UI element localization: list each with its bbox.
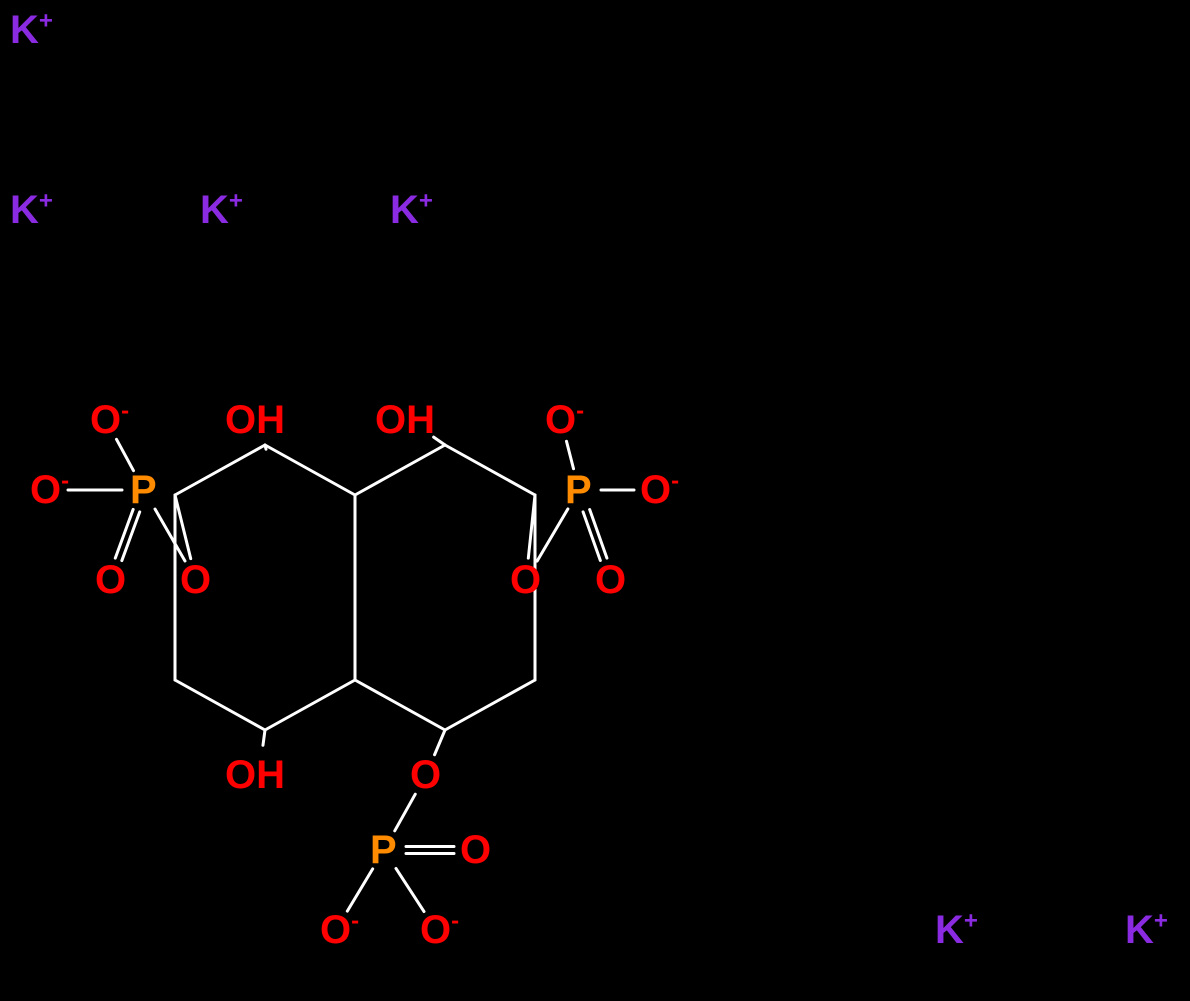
bond-line bbox=[263, 730, 265, 745]
bond-line bbox=[445, 680, 535, 730]
atom-p: P bbox=[565, 470, 592, 510]
atom-o: O bbox=[595, 560, 626, 600]
bond-line bbox=[396, 868, 424, 911]
atom-o: O bbox=[510, 560, 541, 600]
atom-o: O bbox=[460, 830, 491, 870]
atom-p: P bbox=[130, 470, 157, 510]
atom-o-charged: O- bbox=[545, 400, 584, 440]
atom-o-charged: O- bbox=[320, 910, 359, 950]
atom-oh: OH bbox=[225, 755, 285, 795]
atom-oh: OH bbox=[375, 400, 435, 440]
bond-line bbox=[355, 680, 445, 730]
bond-layer bbox=[0, 0, 1190, 1001]
bond-line bbox=[116, 439, 133, 470]
atom-o: O bbox=[410, 755, 441, 795]
cation-k: K+ bbox=[200, 190, 243, 230]
bond-line bbox=[355, 445, 445, 495]
bond-line bbox=[537, 509, 568, 561]
bond-line bbox=[347, 869, 372, 911]
bond-line bbox=[435, 730, 445, 755]
cation-k: K+ bbox=[390, 190, 433, 230]
atom-o-charged: O- bbox=[90, 400, 129, 440]
bond-line bbox=[175, 445, 265, 495]
bond-line bbox=[265, 445, 355, 495]
atom-o: O bbox=[95, 560, 126, 600]
atom-p: P bbox=[370, 830, 397, 870]
chemical-structure-canvas: O-O-POOOHOHO-PO-OOOHOPOO-O-K+K+K+K+K+K+ bbox=[0, 0, 1190, 1001]
bond-line bbox=[175, 680, 265, 730]
bond-line bbox=[566, 441, 573, 468]
bond-line bbox=[265, 680, 355, 730]
atom-o-charged: O- bbox=[640, 470, 679, 510]
cation-k: K+ bbox=[10, 190, 53, 230]
atom-o: O bbox=[180, 560, 211, 600]
atom-o-charged: O- bbox=[30, 470, 69, 510]
atom-oh: OH bbox=[225, 400, 285, 440]
bond-line bbox=[445, 445, 535, 495]
bond-line bbox=[434, 437, 445, 445]
cation-k: K+ bbox=[10, 10, 53, 50]
bond-line bbox=[395, 794, 416, 831]
cation-k: K+ bbox=[935, 910, 978, 950]
atom-o-charged: O- bbox=[420, 910, 459, 950]
cation-k: K+ bbox=[1125, 910, 1168, 950]
